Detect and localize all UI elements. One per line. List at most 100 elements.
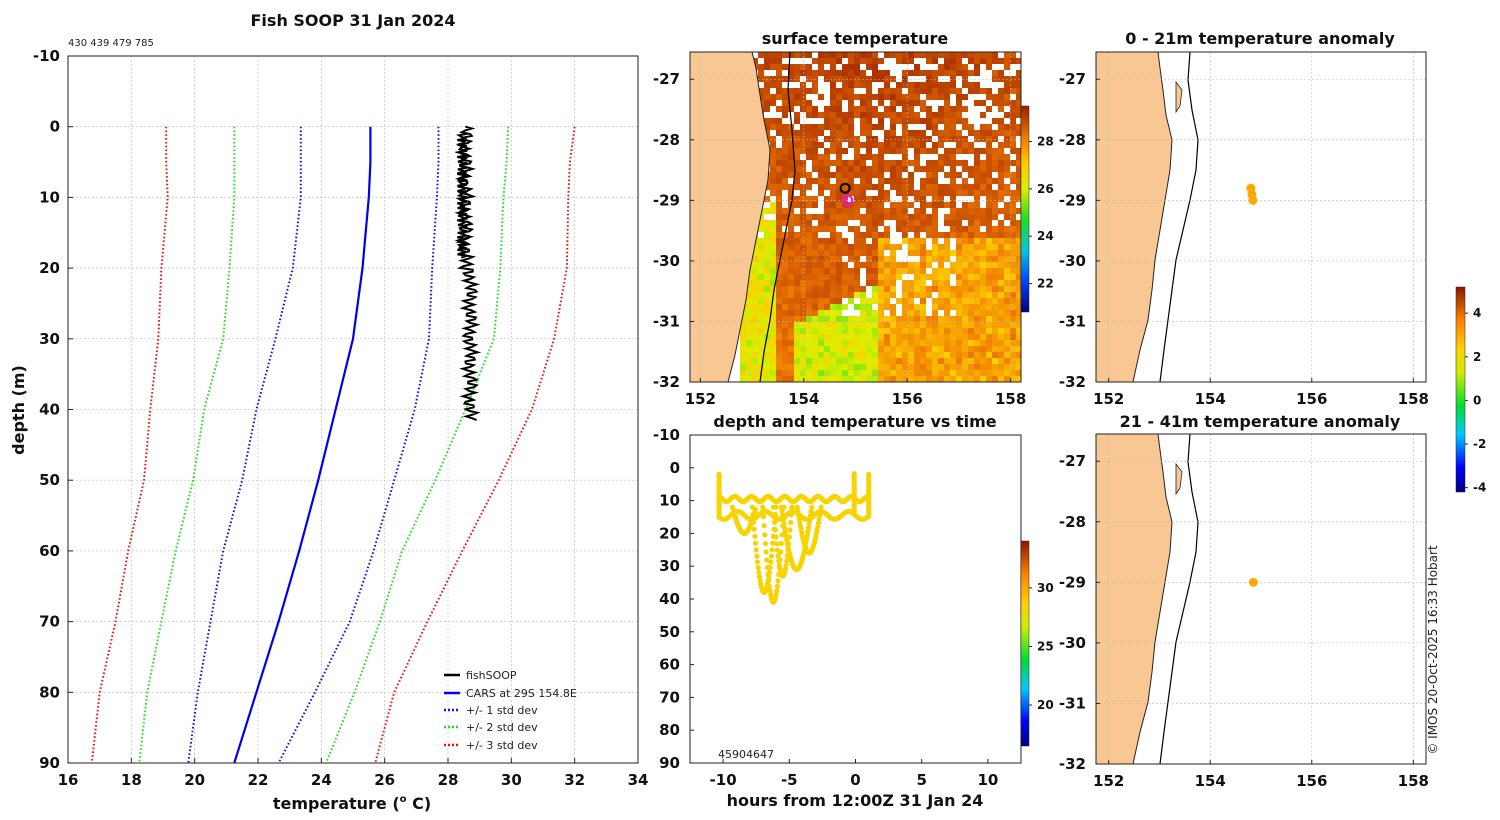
sst-xtick-label: 154 (788, 390, 819, 408)
sst-cell (746, 316, 752, 322)
sst-cell (776, 244, 782, 250)
sst-cell (932, 346, 938, 352)
sst-cell (896, 118, 902, 124)
sst-cell (812, 214, 818, 220)
sst-cell (902, 238, 908, 244)
sst-cell (758, 364, 764, 370)
sst-ticks: 152 154 156 158-32-31-30-29-28-27 (653, 70, 1026, 408)
sst-cell (944, 130, 950, 136)
sst-cell (920, 328, 926, 334)
sst-cell (980, 334, 986, 340)
sst-cell (818, 286, 824, 292)
sst-cell (914, 238, 920, 244)
sst-cell (860, 172, 866, 178)
sst-cell (1004, 154, 1010, 160)
sst-cell (908, 94, 914, 100)
sst-cell (950, 334, 956, 340)
sst-cell (944, 94, 950, 100)
sst-cell (740, 352, 746, 358)
sst-cell (800, 244, 806, 250)
sst-cell (782, 346, 788, 352)
sst-cell (812, 130, 818, 136)
sst-cell (974, 208, 980, 214)
sst-cell (764, 196, 770, 202)
sst-cell (920, 88, 926, 94)
sst-cell (956, 118, 962, 124)
sst-cell (908, 142, 914, 148)
sst-ytick-label: -30 (653, 252, 680, 270)
sst-cell (818, 340, 824, 346)
td-data-point (774, 583, 781, 589)
sst-cell (836, 250, 842, 256)
sst-cell (782, 316, 788, 322)
sst-cell (962, 274, 968, 280)
sst-cell (836, 94, 842, 100)
sst-cell (776, 94, 782, 100)
sst-cell (1010, 256, 1016, 262)
sst-cell (944, 340, 950, 346)
profile-xlabel-post: C) (407, 794, 432, 813)
sst-cell (764, 280, 770, 286)
sst-cell (956, 364, 962, 370)
sst-cell (968, 322, 974, 328)
sst-cell (818, 328, 824, 334)
sst-cell (812, 340, 818, 346)
sst-cell (860, 124, 866, 130)
sst-cell (950, 64, 956, 70)
profile-ytick-label: 50 (39, 471, 60, 489)
sst-cell (938, 298, 944, 304)
sst-cell (830, 112, 836, 118)
sst-cell (866, 178, 872, 184)
sst-cell (1010, 226, 1016, 232)
sst-cell (848, 376, 854, 382)
sst-cell (860, 166, 866, 172)
sst-cell (974, 52, 980, 58)
sst-cell (824, 328, 830, 334)
sst-cell (902, 328, 908, 334)
sst-cell (980, 220, 986, 226)
sst-cell (896, 298, 902, 304)
sst-cell (908, 322, 914, 328)
sst-cell (800, 370, 806, 376)
sst-cell (962, 238, 968, 244)
sst-cell (926, 172, 932, 178)
sst-cell (890, 370, 896, 376)
sst-cell (938, 184, 944, 190)
sst-cell (1004, 316, 1010, 322)
sst-cell (872, 310, 878, 316)
sst-cell (914, 244, 920, 250)
sst-cell (842, 328, 848, 334)
sst-cell (770, 178, 776, 184)
sst-cell (860, 70, 866, 76)
sst-cell (860, 298, 866, 304)
sst-cell (974, 130, 980, 136)
sst-cell (746, 340, 752, 346)
sst-cell (1004, 160, 1010, 166)
sst-cell (782, 370, 788, 376)
sst-cell (896, 214, 902, 220)
sst-cell (944, 268, 950, 274)
time-depth-xlabel: hours from 12:00Z 31 Jan 24 (727, 791, 984, 810)
sst-cell (992, 166, 998, 172)
sst-cell (914, 226, 920, 232)
sst-cell (776, 298, 782, 304)
sst-cell (782, 328, 788, 334)
sst-cell (746, 310, 752, 316)
sst-cell (830, 226, 836, 232)
sst-cell (992, 310, 998, 316)
sst-cell (800, 70, 806, 76)
sst-cell (788, 250, 794, 256)
sst-cell (770, 286, 776, 292)
sst-cell (824, 220, 830, 226)
sst-cell (1016, 244, 1021, 250)
sst-cell (902, 184, 908, 190)
sst-cell (746, 322, 752, 328)
sst-cell (830, 118, 836, 124)
profile-ytick-label: 20 (39, 259, 60, 277)
sst-cell (890, 358, 896, 364)
sst-cell (992, 118, 998, 124)
sst-cell (968, 220, 974, 226)
sst-cell (830, 310, 836, 316)
sst-cell (944, 232, 950, 238)
sst-cell (920, 310, 926, 316)
